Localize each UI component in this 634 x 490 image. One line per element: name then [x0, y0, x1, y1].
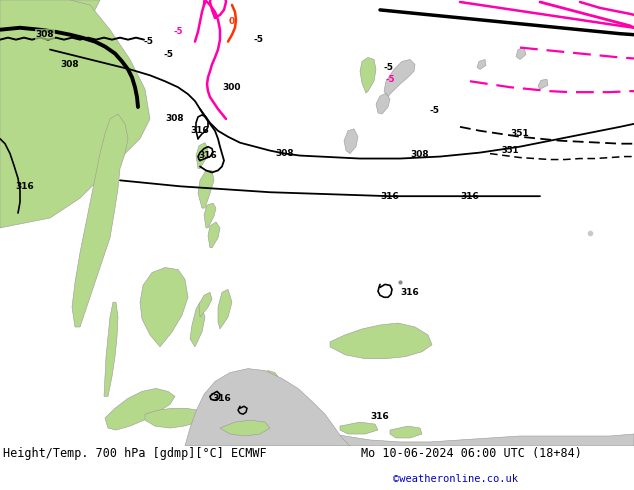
Polygon shape	[208, 222, 220, 248]
Text: -5: -5	[385, 75, 395, 84]
Polygon shape	[220, 420, 270, 436]
Polygon shape	[104, 302, 118, 396]
Polygon shape	[340, 422, 378, 434]
Text: 351: 351	[510, 129, 529, 138]
Text: 316: 316	[191, 126, 209, 135]
Text: 308: 308	[61, 60, 79, 69]
Text: 308: 308	[276, 149, 294, 158]
Text: -5: -5	[173, 27, 183, 36]
Text: 351: 351	[501, 146, 519, 155]
Text: -5: -5	[383, 63, 393, 72]
Polygon shape	[185, 368, 350, 446]
Text: -5: -5	[143, 37, 153, 46]
Text: 316: 316	[212, 394, 231, 403]
Polygon shape	[516, 48, 526, 59]
Polygon shape	[330, 323, 432, 359]
Text: 308: 308	[36, 30, 55, 39]
Text: 316: 316	[401, 288, 419, 297]
Text: 308: 308	[165, 114, 184, 123]
Text: 316: 316	[16, 182, 34, 191]
Text: -5: -5	[253, 35, 263, 44]
Polygon shape	[538, 79, 548, 89]
Text: 316: 316	[371, 412, 389, 421]
Polygon shape	[145, 408, 205, 428]
Polygon shape	[260, 370, 278, 381]
Polygon shape	[477, 59, 486, 70]
Polygon shape	[218, 289, 232, 329]
Text: -5: -5	[430, 106, 440, 116]
Text: 0: 0	[229, 17, 235, 26]
Polygon shape	[0, 0, 150, 228]
Text: ©weatheronline.co.uk: ©weatheronline.co.uk	[393, 474, 518, 484]
Polygon shape	[196, 143, 208, 169]
Polygon shape	[105, 389, 175, 430]
Polygon shape	[185, 426, 634, 446]
Polygon shape	[190, 302, 205, 347]
Text: -5: -5	[163, 50, 173, 59]
Text: 316: 316	[380, 192, 399, 201]
Polygon shape	[198, 171, 214, 208]
Text: 308: 308	[411, 150, 429, 159]
Text: 316: 316	[198, 151, 217, 160]
Text: 300: 300	[223, 83, 242, 92]
Polygon shape	[0, 0, 100, 228]
Polygon shape	[199, 293, 212, 317]
Text: Mo 10-06-2024 06:00 UTC (18+84): Mo 10-06-2024 06:00 UTC (18+84)	[361, 446, 582, 460]
Polygon shape	[390, 426, 422, 438]
Polygon shape	[376, 93, 390, 114]
Polygon shape	[384, 59, 415, 97]
Polygon shape	[360, 57, 376, 93]
Polygon shape	[72, 114, 128, 327]
Polygon shape	[344, 129, 358, 153]
Polygon shape	[140, 268, 188, 347]
Polygon shape	[204, 203, 216, 228]
Text: Height/Temp. 700 hPa [gdmp][°C] ECMWF: Height/Temp. 700 hPa [gdmp][°C] ECMWF	[3, 446, 267, 460]
Text: 316: 316	[461, 192, 479, 201]
